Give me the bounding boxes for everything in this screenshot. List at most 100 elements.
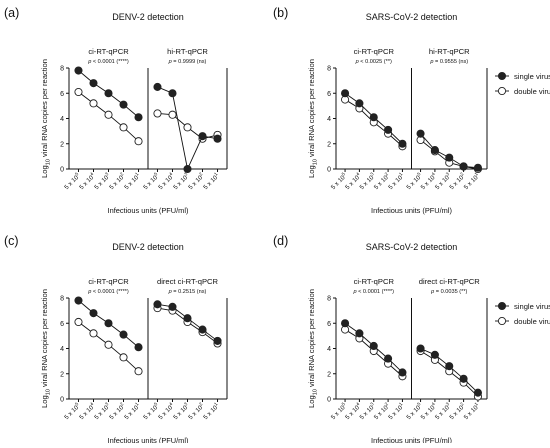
y-tick-label: 8 bbox=[60, 296, 64, 303]
data-point-single bbox=[398, 368, 407, 377]
x-axis-label: Infectious units (PFU/ml) bbox=[371, 436, 452, 443]
data-point-single bbox=[416, 129, 425, 138]
data-point-single bbox=[168, 302, 177, 311]
data-point-single bbox=[213, 134, 222, 143]
x-tick-label-text: 5 x 101 bbox=[386, 171, 406, 191]
y-tick-label: 0 bbox=[327, 167, 331, 174]
data-point-single bbox=[384, 125, 393, 134]
subpanel-pvalue: p < 0.0001 (****) bbox=[87, 289, 129, 295]
legend: single virus double virus bbox=[495, 71, 550, 96]
x-axis-label: Infectious units (PFU/ml) bbox=[371, 206, 452, 215]
data-point-double bbox=[153, 109, 162, 118]
y-tick-label: 6 bbox=[327, 321, 331, 328]
data-point-single bbox=[89, 79, 98, 88]
y-tick-label: 2 bbox=[60, 141, 64, 148]
data-point-single bbox=[355, 329, 364, 338]
data-point-single bbox=[89, 309, 98, 318]
data-point-double bbox=[74, 317, 83, 327]
data-point-double bbox=[119, 353, 128, 362]
y-axis-label: Log10 viral RNA copies per reaction bbox=[307, 289, 319, 408]
x-tick-label-text: 5 x 101 bbox=[462, 171, 482, 191]
legend-marker-single bbox=[497, 71, 507, 81]
x-tick-label: 5 x 101 bbox=[202, 401, 219, 421]
subpanel-title: ci-RT-qPCR bbox=[88, 47, 129, 56]
y-tick-label: 8 bbox=[327, 296, 331, 303]
x-tick-label: 5 x 101 bbox=[463, 401, 480, 421]
x-tick-label-text: 5 x 101 bbox=[122, 401, 142, 421]
data-point-double bbox=[119, 123, 128, 132]
x-tick-label: 5 x 101 bbox=[123, 171, 140, 191]
data-point-single bbox=[168, 89, 177, 98]
y-axis-label-text: Log10 viral RNA copies per reaction bbox=[40, 59, 52, 178]
subpanel-title: direct ci-RT-qPCR bbox=[419, 277, 481, 286]
data-point-double bbox=[168, 110, 177, 119]
data-point-single bbox=[213, 336, 222, 345]
x-tick-label: 5 x 101 bbox=[387, 401, 404, 421]
panel-title: SARS-CoV-2 detection bbox=[366, 12, 458, 22]
y-tick-label: 4 bbox=[327, 116, 331, 123]
x-tick-label-text: 5 x 101 bbox=[201, 171, 221, 191]
data-point-double bbox=[183, 123, 192, 132]
data-point-double bbox=[134, 367, 143, 376]
legend-marker-double bbox=[497, 86, 507, 96]
subpanel-title: hi-RT-qPCR bbox=[167, 47, 208, 56]
legend-label-double: double virus bbox=[514, 87, 550, 96]
y-tick-label: 4 bbox=[60, 346, 64, 353]
data-point-single bbox=[119, 100, 128, 109]
y-tick-label: 6 bbox=[60, 91, 64, 98]
data-point-double bbox=[104, 340, 113, 349]
y-axis-label-text: Log10 viral RNA copies per reaction bbox=[307, 59, 319, 178]
x-tick-label: 5 x 101 bbox=[201, 171, 221, 191]
data-point-single bbox=[473, 388, 482, 397]
subpanel-pvalue: p = 0.0035 (**) bbox=[430, 289, 467, 295]
data-point-single bbox=[134, 113, 143, 122]
y-axis-label: Log10 viral RNA copies per reaction bbox=[307, 59, 319, 178]
legend-marker-double bbox=[497, 316, 507, 326]
data-point-single bbox=[430, 146, 439, 155]
y-tick-label: 4 bbox=[327, 346, 331, 353]
data-point-single bbox=[74, 296, 83, 305]
x-tick-label: 5 x 101 bbox=[122, 401, 142, 421]
panel-title: DENV-2 detection bbox=[112, 12, 184, 22]
data-point-single bbox=[198, 132, 207, 141]
chart-panel-4: (d) SARS-CoV-2 detection 0 2 4 6 8 Log10 viral … bbox=[273, 234, 550, 445]
subpanel-title: ci-RT-qPCR bbox=[354, 47, 395, 56]
legend-label-single: single virus bbox=[514, 302, 550, 311]
x-axis-label: Infectious units (PFU/ml) bbox=[108, 436, 189, 443]
panel-label: (b) bbox=[273, 6, 288, 20]
subpanel-pvalue: p = 0.2515 (ns) bbox=[168, 289, 207, 295]
subpanel-title: ci-RT-qPCR bbox=[88, 277, 129, 286]
data-point-double bbox=[74, 87, 83, 97]
y-tick-label: 6 bbox=[327, 91, 331, 98]
data-point-double bbox=[89, 329, 98, 338]
panel-label: (d) bbox=[273, 234, 288, 248]
data-point-double bbox=[134, 137, 143, 146]
y-tick-label: 8 bbox=[327, 66, 331, 73]
panel-title: SARS-CoV-2 detection bbox=[366, 242, 458, 252]
data-point-single bbox=[445, 153, 454, 162]
data-point-single bbox=[459, 162, 468, 171]
y-tick-label: 0 bbox=[60, 397, 64, 404]
y-tick-label: 2 bbox=[327, 141, 331, 148]
subpanel-pvalue: p = 0.9999 (ns) bbox=[168, 59, 207, 65]
subpanel-pvalue: p < 0.0025 (**) bbox=[355, 59, 392, 65]
y-axis-label: Log10 viral RNA copies per reaction bbox=[40, 59, 52, 178]
data-point-single bbox=[104, 89, 113, 98]
subpanel-title: direct ci-RT-qPCR bbox=[157, 277, 219, 286]
legend-label-single: single virus bbox=[514, 72, 550, 81]
subpanel-title: ci-RT-qPCR bbox=[354, 277, 395, 286]
legend: single virus double virus bbox=[495, 301, 550, 326]
data-point-single bbox=[430, 350, 439, 359]
data-point-single bbox=[183, 164, 192, 174]
y-tick-label: 0 bbox=[327, 397, 331, 404]
data-point-single bbox=[119, 330, 128, 339]
data-point-single bbox=[341, 319, 350, 328]
x-axis-label: Infectious units (PFU/ml) bbox=[108, 206, 189, 215]
data-point-single bbox=[473, 163, 482, 172]
subpanel-pvalue: p = 0.9555 (ns) bbox=[429, 59, 468, 65]
y-axis-label-text: Log10 viral RNA copies per reaction bbox=[307, 289, 319, 408]
x-tick-label: 5 x 101 bbox=[462, 171, 482, 191]
data-point-single bbox=[369, 341, 378, 351]
